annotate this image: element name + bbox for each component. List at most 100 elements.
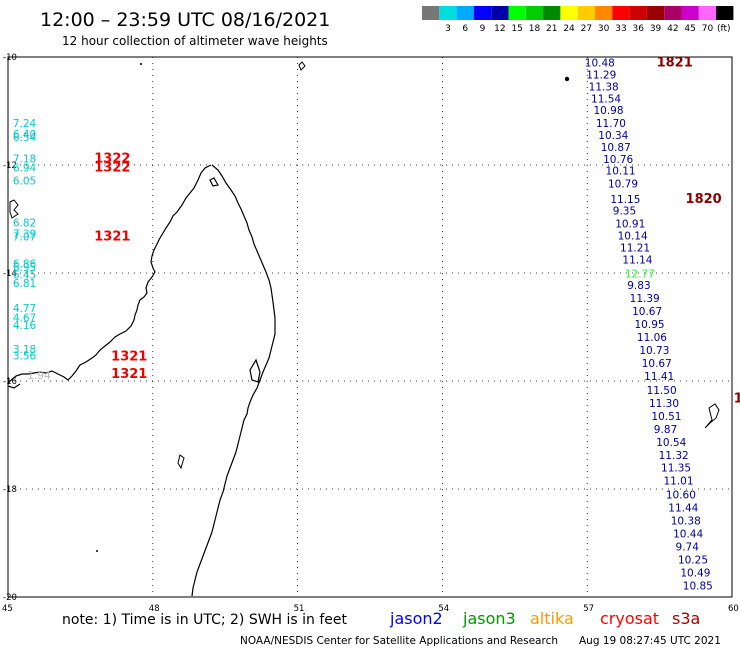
legend-swatch <box>508 6 526 20</box>
wave-height-value: 12.77 <box>625 268 655 280</box>
footer-note: note: 1) Time is in UTC; 2) SWH is in fe… <box>62 612 348 628</box>
wave-height-value: 7.18 <box>13 153 36 165</box>
wave-height-value: 11.39 <box>630 293 660 305</box>
legend-tick-label: 42 <box>667 24 678 34</box>
wave-height-value: 6.95 <box>13 262 36 274</box>
legend-tick-label: 9 <box>480 24 486 34</box>
wave-height-value: 9.87 <box>654 424 677 436</box>
pass-time-label: 1322 <box>94 160 130 175</box>
wave-height-value: 11.15 <box>610 194 640 206</box>
legend-swatch <box>560 6 578 20</box>
legend-tick-label: 36 <box>633 24 645 34</box>
legend-tick-label: 15 <box>511 24 522 34</box>
wave-height-value: 11.50 <box>647 385 677 397</box>
island-tromelin-marker <box>564 76 570 82</box>
wave-height-value: 10.11 <box>606 166 636 178</box>
satellite-name-altika: altika <box>530 609 574 628</box>
legend-swatch <box>716 6 734 20</box>
longitude-tick-label: 60 <box>728 604 739 614</box>
wave-height-value: 10.51 <box>651 411 681 423</box>
legend-swatch <box>543 6 561 20</box>
wave-height-value: 9.83 <box>627 280 650 292</box>
legend-swatch <box>681 6 699 20</box>
color-scale-labels: 3 6 9 12 15 18 21 24 27 30 33 36 39 42 45 70 <box>445 24 713 34</box>
legend-tick-label: 24 <box>563 24 575 34</box>
pass-time-label: 1321 <box>94 230 130 245</box>
wave-height-value: 10.91 <box>615 219 645 231</box>
legend-tick-label: 70 <box>702 24 714 34</box>
wave-height-value: 11.70 <box>596 118 626 130</box>
wave-height-value: 11.32 <box>659 450 689 462</box>
longitude-tick-label: 45 <box>2 604 13 614</box>
satellite-legend: jason2 jason3 altika cryosat s3a <box>389 609 700 628</box>
wave-height-value: 11.01 <box>663 476 693 488</box>
wave-height-value: 11.21 <box>620 242 650 254</box>
latitude-tick-label: -18 <box>3 485 17 495</box>
wave-height-value: 10.67 <box>642 358 672 370</box>
wave-height-value: 10.67 <box>632 306 662 318</box>
wave-height-value: 10.49 <box>680 567 710 579</box>
wave-height-value: 10.38 <box>671 516 701 528</box>
pass-time-label: 1821 <box>657 56 693 71</box>
wave-height-value: 4.77 <box>13 303 36 315</box>
wave-height-value: 11.30 <box>649 398 679 410</box>
satellite-name-s3a: s3a <box>672 609 700 628</box>
color-scale-legend <box>422 6 734 20</box>
page-title: 12:00 – 23:59 UTC 08/16/2021 <box>40 9 330 31</box>
wave-height-value: 7.07 <box>13 232 36 244</box>
longitude-tick-label: 57 <box>583 604 594 614</box>
pass-time-label: 1321 <box>111 349 147 364</box>
wave-height-value: 4.16 <box>13 320 37 332</box>
wave-height-value: 10.60 <box>666 490 696 502</box>
legend-tick-label: 12 <box>494 24 505 34</box>
wave-height-value: 6.94 <box>13 162 37 174</box>
wave-height-value: 11.41 <box>644 371 674 383</box>
legend-tick-label: 39 <box>650 24 662 34</box>
satellite-name-jason2: jason2 <box>389 609 443 628</box>
legend-swatch <box>629 6 647 20</box>
wave-height-value: 10.98 <box>593 105 623 117</box>
pass-time-label: 1820 <box>686 192 722 207</box>
wave-height-value: 6.86 <box>13 259 37 271</box>
pass-time-label: 1819 <box>734 392 740 407</box>
wave-height-value: 6.45 <box>13 269 36 281</box>
pass-time-label: 1321 <box>111 367 147 382</box>
longitude-tick-label: 51 <box>294 604 305 614</box>
wave-height-value: 10.25 <box>678 555 708 567</box>
wave-height-value: 7.24 <box>13 118 37 130</box>
longitude-tick-label: 54 <box>438 604 449 614</box>
wave-height-value: 9.74 <box>676 542 700 554</box>
legend-swatch <box>612 6 630 20</box>
page-subtitle: 12 hour collection of altimeter wave hei… <box>62 34 328 48</box>
latitude-tick-label: -10 <box>3 53 17 63</box>
madagascar-coastline <box>7 164 276 597</box>
wave-height-value: 11.14 <box>622 254 652 266</box>
wave-height-value: 11.35 <box>661 463 691 475</box>
lat-lon-grid <box>8 57 732 597</box>
wave-height-value: 9.35 <box>613 206 636 218</box>
footer-timestamp: Aug 19 08:27:45 UTC 2021 <box>579 635 721 647</box>
legend-unit: (ft) <box>717 24 731 34</box>
legend-tick-label: 6 <box>462 24 468 34</box>
wave-height-value: 10.48 <box>585 58 615 70</box>
pass-time-label: 1322 <box>94 151 130 166</box>
legend-tick-label: 3 <box>445 24 451 34</box>
wave-height-value: 10.87 <box>601 142 631 154</box>
legend-tick-label: 27 <box>581 24 592 34</box>
wave-height-value: 7.39 <box>13 228 36 240</box>
footer-credit: NOAA/NESDIS Center for Satellite Applica… <box>240 635 558 647</box>
wave-height-value: 6.05 <box>13 175 36 187</box>
wave-height-value: 10.54 <box>656 437 686 449</box>
latitude-tick-label: -14 <box>3 269 17 279</box>
legend-tick-label: 45 <box>684 24 695 34</box>
legend-swatch <box>577 6 595 20</box>
legend-swatch <box>698 6 717 20</box>
wave-height-value: 10.76 <box>603 154 633 166</box>
wave-height-value: 6.81 <box>13 278 36 290</box>
legend-swatch <box>664 6 682 20</box>
longitude-tick-label: 48 <box>149 604 160 614</box>
island-glorioso-shape <box>298 61 306 71</box>
island-dot <box>96 550 98 552</box>
